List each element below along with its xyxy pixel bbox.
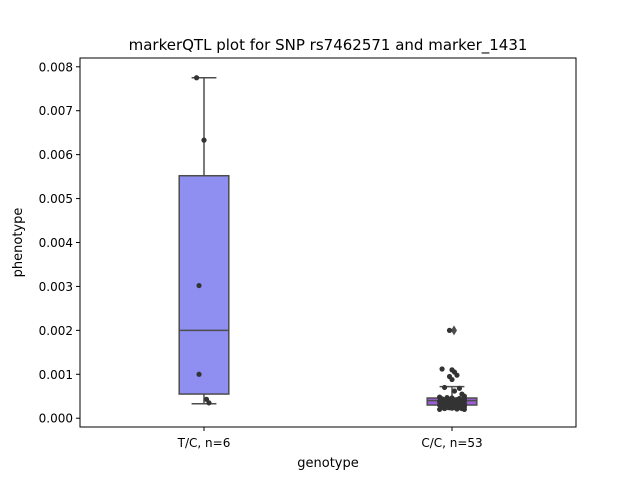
data-point [454,406,460,412]
data-point [196,371,202,377]
data-point [449,376,455,383]
data-point [196,282,202,289]
y-tick-label: 0.005 [39,192,73,206]
x-axis: T/C, n=6 C/C, n=53 [177,427,483,450]
outlier-marker [451,325,457,336]
x-axis-label: genotype [297,456,358,471]
chart-title: markerQTL plot for SNP rs7462571 and mar… [129,36,528,55]
y-tick-label: 0.007 [39,104,73,118]
y-tick-label: 0.008 [39,60,73,74]
x-tick-label: T/C, n=6 [177,436,231,450]
data-point [446,327,453,333]
data-point [441,384,448,391]
data-point [461,406,467,413]
y-axis: 0.000 0.001 0.002 0.003 0.004 0.005 0.006 0.007… [39,60,80,426]
y-tick-label: 0.002 [39,324,73,338]
points-1 [193,75,212,406]
plot-area [178,75,478,413]
data-point [454,372,460,378]
y-tick-label: 0.000 [39,412,73,426]
y-tick-label: 0.003 [39,280,73,294]
data-point [456,385,463,391]
y-tick-label: 0.004 [39,236,73,250]
plot-frame [79,57,577,428]
y-tick-label: 0.001 [39,368,73,382]
data-point [451,388,458,394]
y-tick-label: 0.006 [39,148,73,162]
data-point [201,137,207,143]
x-tick-label: C/C, n=53 [421,436,482,450]
data-point [439,366,445,372]
data-point [193,75,200,81]
box-body [178,174,230,395]
data-point [206,400,212,406]
data-point [449,405,455,411]
points-2 [437,327,467,413]
box-1 [178,77,230,405]
data-point [441,405,448,412]
y-axis-label: phenotype [11,208,26,278]
data-point [437,406,443,413]
